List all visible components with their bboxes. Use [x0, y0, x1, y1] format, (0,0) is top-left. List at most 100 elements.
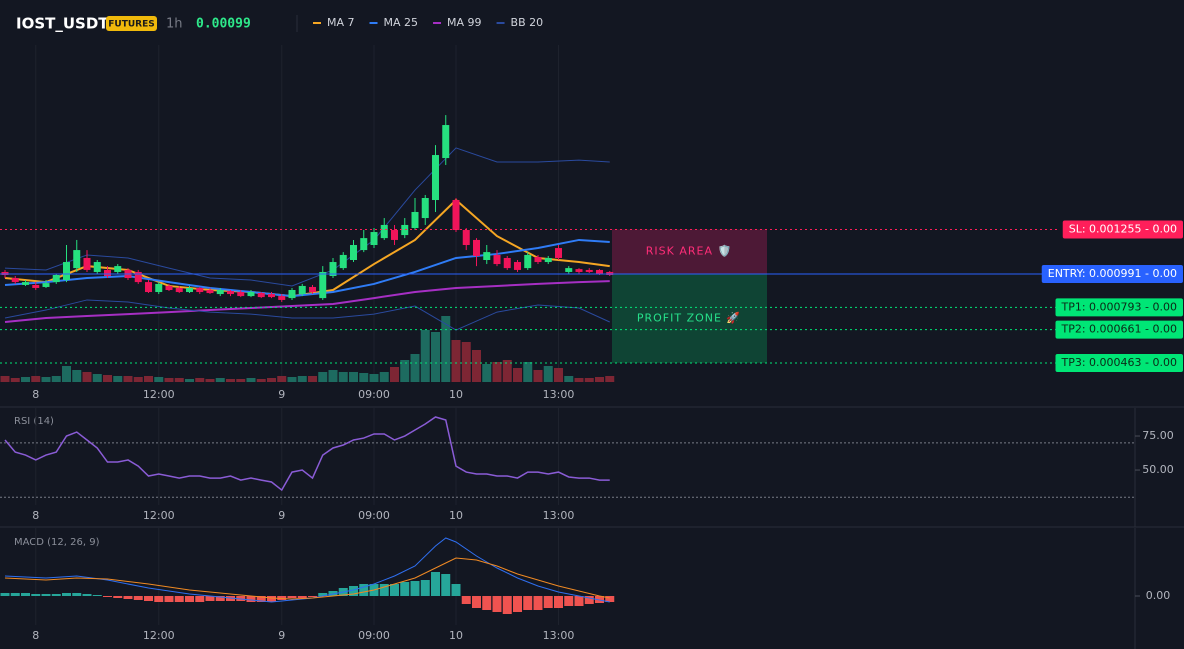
volume-bar — [369, 374, 379, 382]
candle-body — [22, 282, 29, 285]
candle-body — [473, 239, 480, 256]
volume-bar — [164, 378, 174, 382]
indicator-line — [4, 280, 610, 324]
macd-histogram — [410, 581, 420, 596]
macd-histogram — [0, 593, 10, 596]
candle-body — [462, 230, 470, 246]
x-tick-label: 9 — [278, 629, 285, 642]
macd-histogram — [461, 596, 471, 604]
macd-histogram — [174, 596, 184, 602]
macd-histogram — [154, 596, 164, 602]
macd-histogram — [359, 584, 369, 596]
x-tick-label: 12:00 — [143, 388, 175, 401]
volume-bar — [595, 377, 604, 382]
macd-histogram — [185, 596, 194, 602]
x-tick-label: 10 — [449, 388, 463, 401]
candle-body — [319, 271, 327, 299]
rsi-line — [4, 416, 610, 492]
candle-body — [32, 284, 40, 288]
candle-body — [268, 294, 275, 298]
candle-body — [1, 271, 9, 276]
volume-bar — [123, 376, 133, 382]
macd-histogram — [472, 596, 481, 608]
volume-bar — [195, 378, 205, 382]
volume-bar — [533, 370, 543, 382]
x-tick-label: 13:00 — [543, 509, 575, 522]
symbol: IOST_USDT — [16, 15, 109, 33]
volume-bar — [21, 377, 30, 382]
level-label-bg — [1055, 320, 1183, 339]
x-tick-label: 9 — [278, 509, 285, 522]
macd-histogram — [390, 584, 399, 596]
macd-histogram — [431, 572, 440, 596]
level-label-bg — [1062, 220, 1183, 239]
volume-bar — [277, 376, 287, 382]
volume-bar — [420, 330, 430, 382]
macd-histogram — [41, 594, 51, 596]
candle-body — [288, 289, 296, 299]
volume-bar — [205, 379, 215, 382]
level-label: ENTRY: 0.000991 - 0.00 — [1048, 267, 1177, 280]
candle-body — [216, 289, 224, 295]
candle-body — [339, 254, 347, 269]
macd-histogram — [584, 596, 594, 604]
volume-bar — [390, 367, 399, 382]
candle-body — [104, 269, 111, 277]
volume-bar — [51, 376, 61, 382]
volume-bar — [308, 376, 317, 382]
macd-histogram — [318, 593, 328, 596]
rsi-title: RSI (14) — [14, 416, 54, 427]
volume-bar — [431, 332, 440, 382]
x-tick-label: 10 — [449, 629, 463, 642]
macd-histogram — [574, 596, 584, 606]
candle-body — [514, 262, 521, 270]
indicator-line — [4, 299, 610, 331]
x-tick-label: 09:00 — [358, 629, 390, 642]
volume-bar — [410, 354, 420, 382]
candle-body — [42, 283, 50, 287]
macd-histogram — [246, 596, 256, 602]
volume-bar — [41, 377, 51, 382]
candle-body — [555, 248, 562, 258]
macd-histogram — [72, 593, 82, 596]
x-tick-label: 09:00 — [358, 388, 390, 401]
level-label: SL: 0.001255 - 0.00 — [1069, 223, 1177, 236]
macd-histogram — [482, 596, 492, 610]
volume-bar — [82, 372, 92, 382]
level-label: TP2: 0.000661 - 0.00 — [1061, 323, 1178, 336]
macd-histogram — [308, 596, 317, 597]
macd-histogram — [82, 594, 92, 596]
indicator-line — [4, 147, 610, 287]
macd-histogram — [51, 594, 61, 596]
candle-body — [401, 224, 409, 236]
candle-body — [63, 262, 70, 281]
x-tick-label: 12:00 — [143, 509, 175, 522]
candle-body — [227, 291, 234, 295]
macd-histogram — [605, 596, 615, 602]
badge-bg — [106, 16, 157, 31]
candle-body — [350, 245, 357, 261]
candle-body — [196, 287, 204, 293]
legend-label: MA 25 — [384, 16, 419, 29]
macd-line — [4, 557, 610, 600]
zone-label: PROFIT ZONE 🚀 — [637, 311, 741, 324]
interval[interactable]: 1h — [166, 17, 183, 32]
candle-body — [442, 125, 450, 159]
volume-bar — [256, 379, 266, 382]
macd-histogram — [297, 596, 307, 598]
macd-histogram — [379, 584, 389, 596]
volume-bar — [62, 366, 71, 382]
candle-body — [534, 256, 542, 263]
candle-body — [247, 292, 255, 297]
x-tick-label: 12:00 — [143, 629, 175, 642]
macd-histogram — [215, 596, 225, 601]
candle-body — [52, 275, 60, 283]
volume-bar — [584, 378, 594, 382]
candle-body — [134, 271, 142, 283]
volume-bar — [574, 378, 584, 382]
x-tick-label: 9 — [278, 388, 285, 401]
volume-bar — [0, 376, 10, 382]
volume-bar — [133, 377, 143, 382]
zone — [612, 229, 767, 274]
